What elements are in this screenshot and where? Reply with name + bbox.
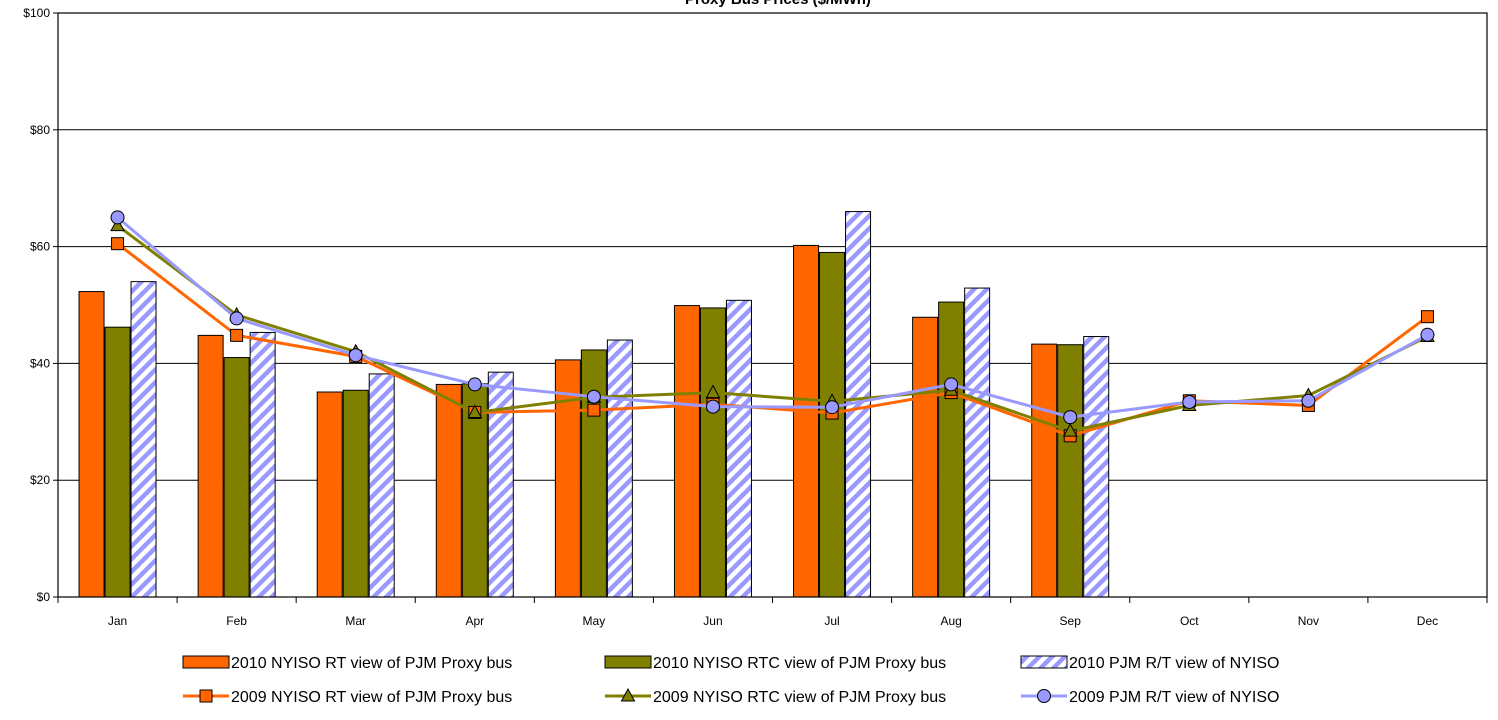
bar xyxy=(580,349,607,598)
x-tick-label: Jan xyxy=(108,614,127,628)
y-tick-label: $100 xyxy=(23,6,50,20)
line-marker xyxy=(1062,423,1078,437)
legend-label: 2009 PJM R/T view of NYISO xyxy=(1069,689,1279,706)
bar xyxy=(316,391,343,598)
bar xyxy=(964,287,991,598)
line-marker xyxy=(110,217,125,232)
line-marker xyxy=(944,377,959,392)
line-marker xyxy=(1182,394,1197,409)
line-marker xyxy=(586,389,601,404)
bar xyxy=(912,316,939,598)
x-tick-label: Jun xyxy=(703,614,722,628)
bar xyxy=(606,339,633,598)
bar xyxy=(1031,343,1058,598)
x-tick-label: Oct xyxy=(1180,614,1199,628)
line-marker xyxy=(1063,410,1078,425)
line-marker xyxy=(110,210,125,225)
legend-label: 2009 NYISO RT view of PJM Proxy bus xyxy=(231,689,512,706)
bar xyxy=(699,307,726,598)
y-tick-label: $60 xyxy=(30,240,50,254)
x-axis-ticks: Jan Feb Mar Apr May Jun Jul Aug Sep Oct Nov Dec xyxy=(57,597,1488,628)
y-tick-label: $40 xyxy=(30,356,50,370)
x-tick-label: Aug xyxy=(940,614,961,628)
bar xyxy=(368,373,395,598)
line-marker xyxy=(1420,310,1434,324)
line-marker xyxy=(705,399,720,414)
line-marker xyxy=(1420,327,1435,342)
x-tick-label: Jul xyxy=(824,614,839,628)
bar xyxy=(487,371,514,598)
legend-label: 2010 NYISO RT view of PJM Proxy bus xyxy=(231,655,512,672)
bar xyxy=(938,301,965,598)
legend-swatch xyxy=(182,655,230,669)
legend-swatch xyxy=(604,655,652,669)
legend: 2010 NYISO RT view of PJM Proxy bus 2010 … xyxy=(182,655,1279,706)
legend-swatch xyxy=(1020,655,1068,669)
bar xyxy=(725,299,752,598)
x-tick-label: Apr xyxy=(465,614,484,628)
bar xyxy=(673,305,700,598)
line-marker xyxy=(587,403,601,417)
x-tick-label: Sep xyxy=(1060,614,1082,628)
y-axis-ticks: $0 $20 $40 $60 $80 $100 xyxy=(23,6,58,604)
x-tick-label: Nov xyxy=(1298,614,1319,628)
series-line xyxy=(116,224,1429,433)
line-marker xyxy=(111,237,125,251)
bar xyxy=(197,334,224,598)
y-tick-label: $20 xyxy=(30,473,50,487)
bar xyxy=(342,389,369,598)
line-marker xyxy=(467,404,483,418)
line-marker xyxy=(825,400,840,415)
x-tick-label: May xyxy=(583,614,606,628)
bar xyxy=(130,281,157,598)
y-tick-label: $80 xyxy=(30,123,50,137)
legend-label: 2010 PJM R/T view of NYISO xyxy=(1069,655,1279,672)
x-tick-label: Feb xyxy=(226,614,247,628)
chart-title: Proxy Bus Prices ($/MWh) xyxy=(685,0,871,8)
series-line xyxy=(116,216,1429,419)
bar xyxy=(223,357,250,598)
bar xyxy=(461,383,488,598)
bar xyxy=(78,291,105,598)
x-tick-label: Dec xyxy=(1417,614,1438,628)
line-marker xyxy=(467,377,482,392)
y-tick-label: $0 xyxy=(37,590,51,604)
bar xyxy=(793,244,820,598)
line-marker xyxy=(1301,393,1316,408)
bar xyxy=(1083,336,1110,598)
bar xyxy=(1057,344,1084,598)
bar xyxy=(435,383,462,598)
line-marker xyxy=(229,311,244,326)
bar xyxy=(104,326,131,598)
legend-label: 2009 NYISO RTC view of PJM Proxy bus xyxy=(653,689,946,706)
line-marker xyxy=(230,328,244,342)
line-marker xyxy=(348,348,363,363)
line-marker xyxy=(620,687,636,702)
line-marker xyxy=(705,384,721,399)
bar xyxy=(249,331,276,598)
bar xyxy=(819,251,846,598)
line-marker xyxy=(199,689,213,703)
line-series xyxy=(110,210,1435,443)
legend-label: 2010 NYISO RTC view of PJM Proxy bus xyxy=(653,655,946,672)
x-tick-label: Mar xyxy=(345,614,366,628)
line-marker xyxy=(1037,689,1051,703)
